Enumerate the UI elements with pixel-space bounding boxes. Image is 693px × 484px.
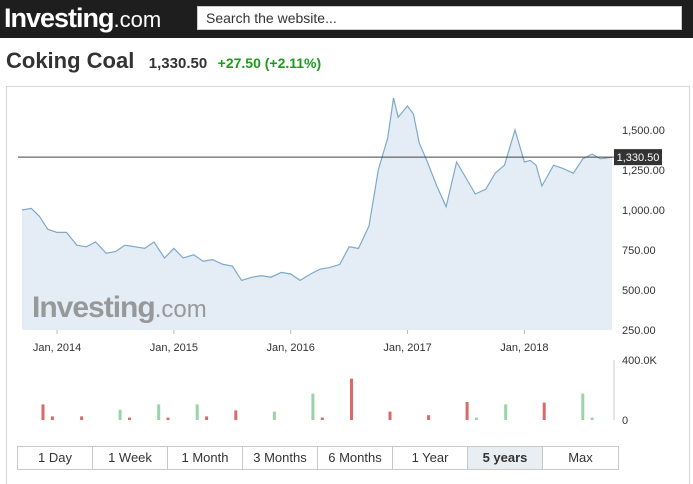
x-tick-label: Jan, 2016 — [267, 342, 315, 354]
range-button-1-week[interactable]: 1 Week — [93, 447, 168, 469]
volume-bar — [272, 411, 276, 420]
price-area — [22, 98, 612, 330]
current-price-tag — [614, 149, 662, 166]
volume-bar — [41, 404, 45, 420]
x-tick-label: Jan, 2015 — [150, 342, 198, 354]
volume-bar — [465, 402, 469, 420]
volume-bar — [157, 404, 161, 420]
time-range-selector: 1 Day 1 Week 1 Month 3 Months 6 Months 1 Year… — [17, 446, 619, 470]
watermark-main-text: Investing — [32, 291, 156, 324]
x-tick-label: Jan, 2017 — [383, 342, 431, 354]
price-change: +27.50 (+2.11%) — [217, 55, 322, 71]
range-button-6-months[interactable]: 6 Months — [318, 447, 393, 469]
x-tick-label: Jan, 2018 — [500, 342, 548, 354]
volume-bar — [542, 402, 546, 420]
logo-suffix-text: .com — [113, 7, 162, 32]
volume-bar — [311, 393, 315, 420]
search-input[interactable] — [198, 7, 681, 29]
volume-bar — [80, 416, 84, 420]
volume-bar — [195, 404, 199, 420]
volume-bar — [350, 378, 353, 420]
current-price-label: 1,330.50 — [617, 152, 660, 164]
y-tick-label: 1,250.00 — [622, 165, 665, 177]
investing-watermark: Investing.com — [32, 291, 207, 325]
volume-bar — [581, 393, 585, 420]
range-button-3-months[interactable]: 3 Months — [243, 447, 318, 469]
y-tick-label: 500.00 — [622, 285, 656, 297]
y-tick-label: 250.00 — [622, 325, 656, 337]
volume-bar — [475, 417, 478, 420]
x-tick-label: Jan, 2014 — [33, 342, 81, 354]
volume-bar — [166, 417, 170, 420]
y-tick-label: 750.00 — [622, 245, 656, 257]
volume-bar — [234, 410, 238, 420]
price-line — [21, 97, 613, 282]
instrument-name: Coking Coal — [6, 48, 135, 73]
range-button-1-year[interactable]: 1 Year — [393, 447, 468, 469]
volume-bar — [128, 417, 131, 420]
range-button-max[interactable]: Max — [543, 447, 618, 469]
volume-bar — [427, 415, 431, 420]
logo-main-text: Investing — [4, 3, 115, 33]
volume-tick-label: 0 — [622, 415, 628, 427]
range-button-1-day[interactable]: 1 Day — [18, 447, 93, 469]
volume-bar — [388, 411, 392, 420]
volume-bar — [320, 417, 324, 420]
investing-logo[interactable]: Investing.com — [4, 2, 161, 36]
y-tick-label: 1,500.00 — [622, 125, 665, 137]
range-button-1-month[interactable]: 1 Month — [168, 447, 243, 469]
top-bar: Investing.com — [0, 0, 693, 38]
volume-bar — [50, 416, 54, 420]
quote-header: Coking Coal 1,330.50 +27.50 (+2.11%) — [6, 48, 321, 78]
volume-bar — [504, 404, 508, 420]
watermark-suffix-text: .com — [154, 296, 207, 323]
volume-bar — [118, 409, 122, 420]
chart-frame — [6, 86, 690, 484]
volume-tick-label: 400.0K — [622, 355, 658, 367]
search-box[interactable] — [197, 6, 682, 30]
last-price: 1,330.50 — [148, 55, 208, 72]
volume-bar — [205, 416, 209, 420]
range-button-5-years[interactable]: 5 years — [468, 447, 543, 469]
y-tick-label: 1,000.00 — [622, 205, 665, 217]
volume-bar — [590, 417, 594, 420]
